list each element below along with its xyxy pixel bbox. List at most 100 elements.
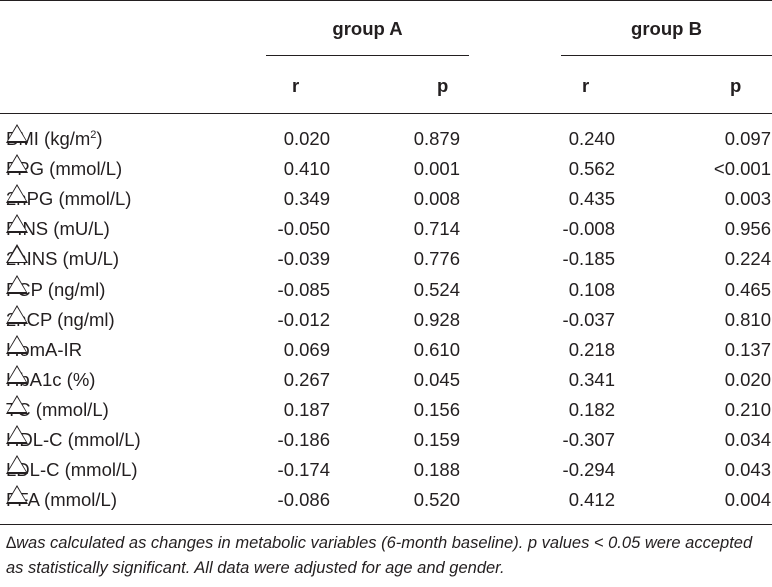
row-label: LDL-C (mmol/L): [6, 455, 138, 485]
table-row: 2hCP (ng/ml) -0.012 0.928 -0.037 0.810: [0, 304, 772, 335]
group-b-r-cell: 0.108: [568, 278, 615, 300]
table-row: HDL-C (mmol/L) -0.186 0.159 -0.307 0.034: [0, 425, 772, 455]
group-b-r-cell: -0.294: [562, 459, 615, 481]
group-b-p-cell: 0.043: [724, 459, 771, 481]
group-b-r-cell: 0.218: [568, 338, 615, 360]
group-a-r-cell: 0.187: [283, 398, 330, 420]
delta-icon: [6, 304, 28, 324]
table-row: FFA (mmol/L) -0.086 0.520 0.412 0.004: [0, 485, 772, 515]
table-row: 2hPG (mmol/L) 0.349 0.008 0.435 0.003: [0, 184, 772, 214]
group-b-p-cell: 0.210: [724, 398, 771, 420]
delta-icon: [6, 425, 28, 444]
row-label: 2hPG (mmol/L): [6, 184, 131, 214]
row-label-text: 2hPG (mmol/L): [6, 188, 132, 210]
group-b-r-cell: -0.307: [562, 429, 615, 450]
row-label: TC (mmol/L): [6, 394, 109, 425]
group-a-r-cell: -0.186: [277, 429, 330, 450]
table-row: TC (mmol/L) 0.187 0.156 0.182 0.210: [0, 394, 772, 425]
delta-icon: [6, 154, 28, 174]
group-b-r-cell: 0.240: [568, 128, 615, 149]
col-header-a-p: p: [437, 75, 449, 96]
row-label: HbA1c (%): [6, 364, 96, 395]
delta-icon: [6, 124, 28, 143]
group-a-p-cell: 0.188: [413, 459, 460, 481]
col-header-b-p: p: [730, 75, 742, 96]
group-a-r-cell: 0.410: [283, 158, 330, 180]
group-b-p-cell: 0.465: [724, 278, 771, 300]
group-b-r-cell: 0.341: [568, 368, 615, 390]
group-a-p-cell: 0.045: [413, 368, 460, 390]
group-b-p-cell: 0.810: [724, 308, 771, 330]
group-a-r-cell: -0.085: [277, 278, 330, 300]
group-a-header: group A: [332, 18, 403, 39]
delta-icon: [6, 244, 28, 264]
row-label: HomA-IR: [6, 334, 82, 365]
group-b-r-cell: -0.008: [562, 218, 615, 240]
delta-icon: [6, 214, 28, 234]
group-b-p-cell: 0.956: [724, 218, 771, 240]
col-header-b-r: r: [582, 75, 590, 96]
group-b-r-cell: 0.435: [568, 188, 615, 210]
row-label-text: FINS (mU/L): [6, 218, 110, 240]
group-b-rule: [561, 55, 772, 56]
header-rule: [0, 113, 772, 114]
row-label-text: HbA1c (%): [6, 368, 96, 390]
table-row: HomA-IR 0.069 0.610 0.218 0.137: [0, 334, 772, 365]
row-label-text: LDL-C (mmol/L): [6, 459, 138, 481]
delta-icon: [6, 334, 28, 354]
group-a-r-cell: -0.174: [277, 459, 330, 481]
row-label: 2hCP (ng/ml): [6, 304, 115, 335]
group-a-p-cell: 0.520: [413, 489, 460, 511]
group-a-p-cell: 0.928: [413, 308, 460, 330]
group-a-r-cell: -0.039: [277, 248, 330, 270]
group-b-r-cell: 0.412: [568, 489, 615, 511]
group-a-r-cell: 0.069: [283, 338, 330, 360]
col-header-a-r: r: [292, 75, 300, 96]
group-a-r-cell: 0.267: [283, 368, 330, 390]
row-label-text: 2hINS (mU/L): [6, 248, 120, 270]
group-a-p-cell: 0.610: [413, 338, 460, 360]
group-b-p-cell: 0.034: [724, 429, 771, 450]
row-label: 2hINS (mU/L): [6, 244, 119, 274]
group-b-p-cell: 0.003: [724, 188, 771, 210]
delta-icon: [6, 364, 28, 384]
group-b-p-cell: 0.137: [724, 338, 771, 360]
row-label-superscript: 2: [90, 129, 97, 141]
row-label-text: FFA (mmol/L): [6, 489, 118, 511]
row-label-text: FCP (ng/ml): [6, 278, 106, 300]
table-row: FINS (mU/L) -0.050 0.714 -0.008 0.956: [0, 214, 772, 244]
group-a-p-cell: 0.524: [413, 278, 460, 300]
delta-icon: [6, 274, 28, 294]
row-label: FPG (mmol/L): [6, 154, 122, 184]
top-rule: [0, 0, 772, 1]
table-row: HbA1c (%) 0.267 0.045 0.341 0.020: [0, 364, 772, 395]
group-a-p-cell: 0.156: [413, 398, 460, 420]
group-a-p-cell: 0.879: [413, 128, 460, 149]
row-label: FFA (mmol/L): [6, 485, 117, 515]
group-a-p-cell: 0.714: [413, 218, 460, 240]
group-b-p-cell: 0.004: [724, 489, 771, 511]
row-label-text: 2hCP (ng/ml): [6, 308, 115, 330]
group-b-p-cell: <0.001: [713, 158, 771, 180]
group-b-p-cell: 0.020: [724, 368, 771, 390]
group-b-p-cell: 0.097: [724, 128, 771, 149]
row-label-suffix: ): [96, 128, 103, 149]
delta-icon: [6, 394, 28, 414]
group-a-p-cell: 0.776: [413, 248, 460, 270]
delta-icon: [6, 485, 28, 505]
delta-icon: [6, 455, 28, 475]
group-b-r-cell: -0.185: [562, 248, 615, 270]
group-a-p-cell: 0.001: [413, 158, 460, 180]
group-b-header: group B: [631, 18, 702, 39]
row-label-text: HDL-C (mmol/L): [6, 429, 141, 450]
group-b-p-cell: 0.224: [724, 248, 771, 270]
group-a-r-cell: -0.012: [277, 308, 330, 330]
footnote-text: was calculated as changes in metabolic v…: [6, 534, 753, 577]
group-a-r-cell: -0.050: [277, 218, 330, 240]
group-a-p-cell: 0.159: [413, 429, 460, 450]
table-row: 2hINS (mU/L) -0.039 0.776 -0.185 0.224: [0, 244, 772, 274]
delta-icon: [6, 184, 28, 204]
row-label: BMI (kg/m2): [6, 124, 103, 154]
table-row: FCP (ng/ml) -0.085 0.524 0.108 0.465: [0, 274, 772, 305]
